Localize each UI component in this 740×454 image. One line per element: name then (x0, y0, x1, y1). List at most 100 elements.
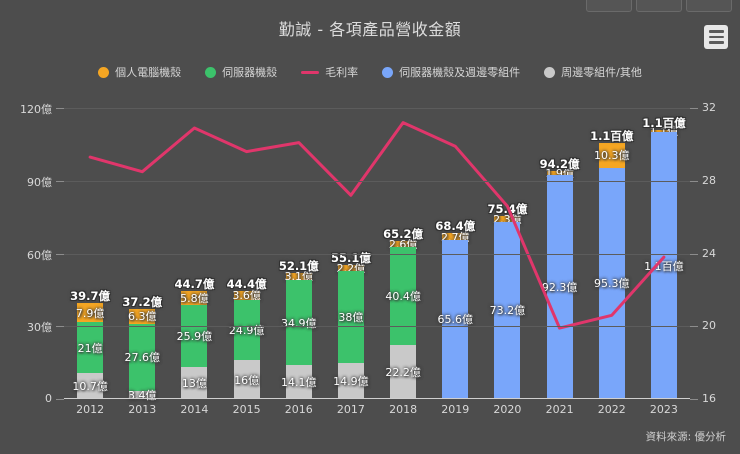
bar-segment[interactable]: 38億 (337, 270, 364, 363)
gridline (64, 108, 690, 109)
bar-segment[interactable]: 14.1億 (281, 364, 317, 399)
bar-segment[interactable]: 24.9億 (229, 299, 264, 361)
bar-total-label: 68.4億 (435, 219, 476, 234)
bar-segment[interactable]: 6.3億 (128, 308, 157, 324)
legend-item-2[interactable]: 毛利率 (301, 64, 358, 80)
bar-segment-label: 24.9億 (228, 324, 265, 338)
x-axis-tick-label: 2016 (284, 403, 313, 416)
stacked-bar[interactable]: 3.1億 34.9億 14.1億 52.1億 (279, 259, 319, 399)
bar-segment[interactable]: 10.7億 (72, 373, 108, 399)
bar-segment-label: 34.9億 (281, 316, 317, 330)
bar-segment[interactable]: 92.3億 (542, 175, 577, 399)
bar-segment-label: 14.1億 (281, 375, 317, 389)
bar-segment-label: 65.6億 (437, 313, 474, 327)
bar-segment[interactable]: 5.8億 (180, 290, 209, 305)
stacked-bar[interactable]: 1.9億 92.3億 94.2億 (540, 157, 580, 399)
y-axis-right-tick (690, 180, 698, 182)
bar-segment[interactable]: 40.4億 (385, 247, 421, 346)
bar-segment[interactable]: 1.1百億 (644, 132, 684, 399)
tab-1[interactable] (586, 0, 632, 12)
bar-segment-label: 13億 (181, 377, 207, 391)
bar-segment[interactable]: 22.2億 (385, 345, 421, 399)
bar-segment[interactable]: 13億 (181, 367, 208, 399)
x-axis-tick-label: 2020 (493, 403, 522, 416)
bar-segment-label: 95.3億 (594, 277, 630, 291)
bar-segment-label: 1.1百億 (644, 259, 684, 273)
y-axis-right-tick (690, 399, 698, 400)
bar-segment-label: 7.9億 (75, 306, 105, 320)
bar-segment[interactable]: 34.9億 (281, 280, 317, 365)
y-axis-left-tick (56, 180, 64, 182)
bar-segment[interactable]: 7.9億 (75, 302, 105, 323)
stacked-bar[interactable]: 3.6億 24.9億 16億 44.4億 (227, 277, 267, 399)
bar-segment[interactable]: 25.9億 (177, 304, 212, 368)
browser-tab-strip[interactable] (586, 0, 732, 12)
y-axis-left-tick-label: 30億 (27, 321, 52, 335)
hamburger-menu-icon[interactable] (704, 25, 728, 49)
bar-segment-label: 92.3億 (541, 281, 578, 295)
x-axis-tick-label: 2017 (336, 403, 365, 416)
legend-item-3[interactable]: 伺服器機殼及週邊零組件 (382, 64, 520, 80)
stacked-bar[interactable]: 7.9億 21億 10.7億 39.7億 (70, 289, 110, 399)
bar-segment[interactable]: 65.6億 (438, 239, 473, 399)
stacked-bar[interactable]: 2.2億 38億 14.9億 55.1億 (331, 251, 371, 399)
y-axis-left-tick-label: 60億 (27, 248, 52, 262)
y-axis-left-tick-label: 0 (45, 392, 52, 405)
bar-total-label: 44.4億 (226, 277, 267, 292)
gridline (64, 326, 690, 328)
x-axis-tick-label: 2023 (649, 403, 678, 416)
y-axis-left-tick (56, 399, 64, 400)
bar-segment-label: 10.3億 (594, 149, 630, 163)
x-axis-tick-label: 2014 (180, 403, 209, 416)
legend-item-label: 個人電腦機殼 (115, 66, 182, 79)
bar-total-label: 1.1百億 (642, 115, 686, 130)
bar-segment[interactable]: 3.6億 (232, 289, 261, 302)
legend-item-label: 伺服器機殼及週邊零組件 (399, 66, 521, 79)
x-axis-tick-label: 2013 (128, 403, 157, 416)
stacked-bar[interactable]: 5.8億 25.9億 13億 44.7億 (174, 277, 214, 399)
y-axis-left-tick (56, 253, 64, 255)
bar-segment[interactable]: 16億 (233, 360, 260, 399)
x-axis-labels: 2012 2013 2014 2015 2016 2017 2018 2019 2020 2021… (64, 403, 690, 421)
bar-total-label: 39.7億 (70, 288, 111, 303)
bar-segment[interactable]: 3.1億 (285, 270, 314, 283)
bar-total-label: 75.4億 (487, 201, 528, 216)
bar-segment[interactable]: 27.6億 (125, 323, 160, 391)
bar-segment[interactable]: 10.3億 (594, 142, 630, 168)
bar-segment-label: 73.2億 (489, 304, 526, 318)
bar-segment-label: 27.6億 (124, 351, 161, 365)
x-axis-tick-label: 2012 (76, 403, 105, 416)
y-axis-right-tick-label: 28 (702, 173, 716, 187)
y-axis-right-tick (690, 108, 698, 109)
chart-title: 勤誠 - 各項產品營收金額 (278, 20, 462, 39)
legend-item-label: 周邊零組件/其他 (561, 66, 642, 79)
x-axis-tick-label: 2021 (545, 403, 574, 416)
bar-segment[interactable]: 95.3億 (594, 167, 630, 399)
x-axis-tick-label: 2022 (597, 403, 626, 416)
tab-2[interactable] (636, 0, 682, 12)
bar-segment-label: 38億 (338, 310, 364, 324)
stacked-bar[interactable]: 2.3億 73.2億 75.4億 (487, 202, 527, 399)
legend-item-1[interactable]: 伺服器機殼 (205, 64, 277, 80)
data-source-note: 資料來源: 優分析 (645, 431, 726, 443)
legend-item-label: 毛利率 (325, 66, 359, 79)
bar-total-label: 1.1百億 (590, 128, 634, 143)
stacked-bar[interactable]: 2.7億 65.6億 68.4億 (435, 219, 475, 399)
legend-item-4[interactable]: 周邊零組件/其他 (544, 64, 642, 80)
hamburger-bar-1 (708, 30, 724, 33)
legend-dot-icon (382, 66, 394, 78)
y-axis-right-tick (690, 326, 698, 328)
legend-dot-icon (544, 66, 556, 78)
bar-segment[interactable]: 73.2億 (490, 221, 525, 399)
hamburger-bar-2 (708, 35, 724, 39)
plot-area: 7.9億 21億 10.7億 39.7億 6.3億 27.6億 3.4億 37.2億 5.8億 2… (56, 108, 698, 402)
y-axis-right-tick-label: 16 (702, 392, 716, 405)
bar-segment[interactable]: 21億 (77, 322, 104, 374)
legend-item-0[interactable]: 個人電腦機殼 (98, 64, 181, 80)
stacked-bar[interactable]: 2.6億 40.4億 22.2億 65.2億 (383, 227, 423, 399)
tab-3[interactable] (686, 0, 732, 12)
stacked-bar[interactable]: 6.3億 27.6億 3.4億 37.2億 (122, 295, 162, 402)
bar-segment[interactable]: 14.9億 (333, 362, 369, 399)
x-axis-line (64, 398, 690, 399)
